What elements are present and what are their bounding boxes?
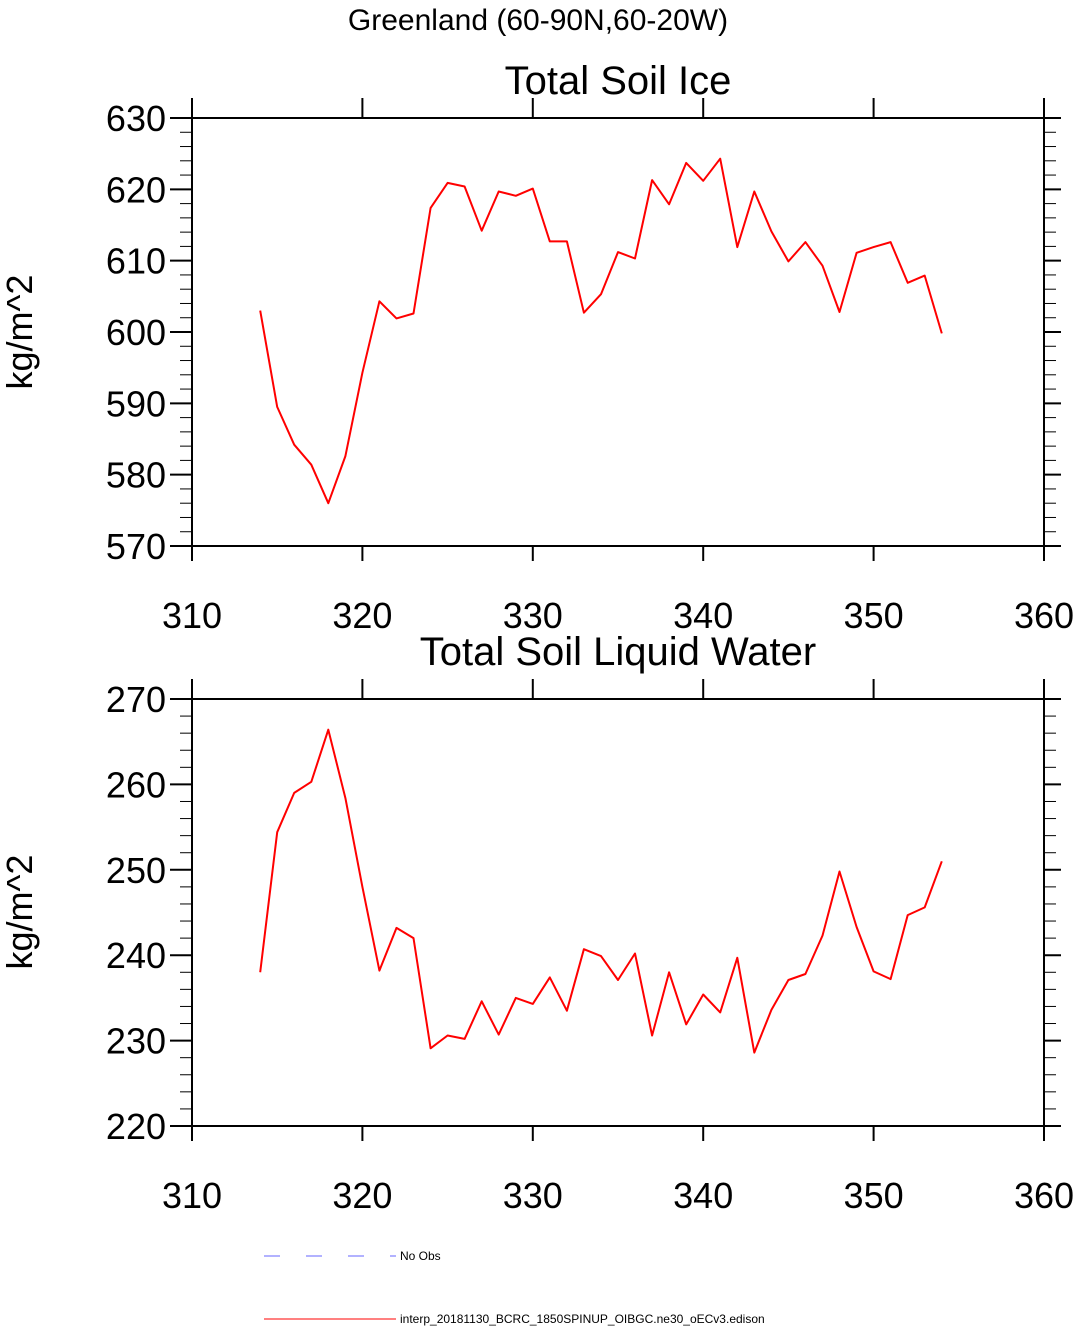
x-tick-label: 310 (162, 595, 222, 636)
x-tick-label: 340 (673, 595, 733, 636)
legend-label-model: interp_20181130_BCRC_1850SPINUP_OIBGC.ne… (400, 1312, 765, 1326)
y-tick-label: 570 (106, 526, 166, 567)
y-axis-label: kg/m^2 (0, 855, 40, 970)
x-tick-label: 330 (503, 1175, 563, 1216)
y-tick-label: 580 (106, 455, 166, 496)
y-tick-label: 630 (106, 98, 166, 139)
plot-frame (191, 698, 1045, 1127)
panel-total-soil-liquid-water: Total Soil Liquid Water kg/m^2 310 320 330… (0, 630, 1074, 1216)
x-tick-label: 330 (503, 595, 563, 636)
y-tick-label: 620 (106, 169, 166, 210)
x-tick-label: 310 (162, 1175, 222, 1216)
axis-tick-labels: 310 320 330 340 350 360 570 580 590 600 610 620 630 (106, 98, 1074, 636)
y-tick-label: 230 (106, 1021, 166, 1062)
y-tick-label: 260 (106, 764, 166, 805)
y-tick-label: 600 (106, 312, 166, 353)
series-line (259, 157, 943, 505)
axis-ticks (170, 679, 1061, 1141)
series-line (259, 728, 943, 1054)
x-tick-label: 360 (1014, 595, 1074, 636)
x-tick-label: 340 (673, 1175, 733, 1216)
legend: No Obs interp_20181130_BCRC_1850SPINUP_O… (264, 1249, 765, 1326)
y-tick-label: 610 (106, 241, 166, 282)
axis-tick-labels: 310 320 330 340 350 360 220 230 240 250 260 270 (106, 679, 1074, 1216)
x-tick-label: 350 (844, 595, 904, 636)
plot-frame (191, 117, 1045, 547)
y-tick-label: 270 (106, 679, 166, 720)
figure-supertitle: Greenland (60-90N,60-20W) (348, 4, 728, 37)
legend-label-no-obs: No Obs (400, 1249, 441, 1263)
panel-title: Total Soil Liquid Water (420, 630, 816, 674)
axis-ticks (170, 98, 1061, 561)
panel-title: Total Soil Ice (505, 59, 732, 103)
x-tick-label: 350 (844, 1175, 904, 1216)
y-tick-label: 250 (106, 850, 166, 891)
x-tick-label: 320 (332, 595, 392, 636)
series-layer (259, 157, 943, 505)
y-tick-label: 220 (106, 1106, 166, 1147)
y-axis-label: kg/m^2 (0, 275, 40, 390)
x-tick-label: 320 (332, 1175, 392, 1216)
x-tick-label: 360 (1014, 1175, 1074, 1216)
y-tick-label: 240 (106, 935, 166, 976)
series-layer (259, 728, 943, 1054)
y-tick-label: 590 (106, 383, 166, 424)
panel-total-soil-ice: Total Soil Ice kg/m^2 310 320 330 340 350 360… (0, 59, 1074, 636)
